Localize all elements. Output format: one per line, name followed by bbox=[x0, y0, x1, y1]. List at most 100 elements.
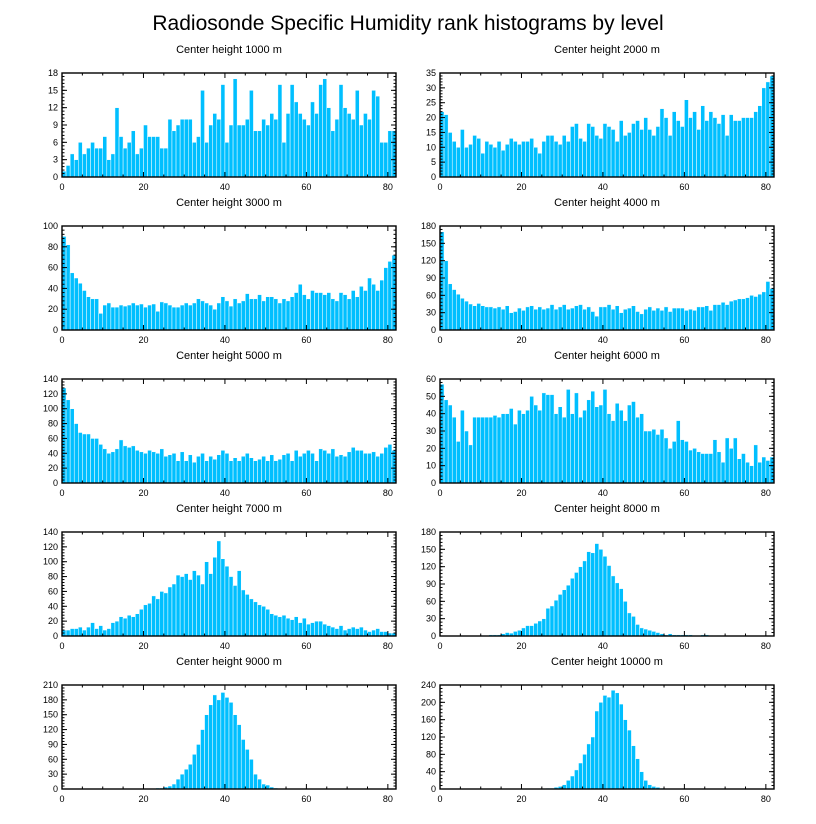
histogram-bar bbox=[277, 458, 283, 484]
panel-title: Center height 7000 m bbox=[176, 503, 282, 515]
histogram-bar bbox=[488, 144, 494, 178]
histogram-bar bbox=[232, 585, 238, 637]
histogram-bar bbox=[216, 302, 222, 331]
histogram-bar bbox=[651, 310, 657, 331]
histogram-bar bbox=[73, 159, 79, 178]
histogram-bar bbox=[326, 625, 332, 637]
histogram-bar bbox=[265, 124, 270, 178]
histogram-bar bbox=[289, 619, 295, 637]
histogram-bar bbox=[696, 129, 701, 178]
y-tick-label: 40 bbox=[426, 767, 436, 777]
histogram-bar bbox=[639, 129, 644, 178]
histogram-bar bbox=[130, 445, 136, 484]
histogram-bar bbox=[700, 306, 706, 331]
histogram-bar bbox=[188, 304, 193, 331]
y-tick-label: 50 bbox=[426, 391, 436, 401]
histogram-bar bbox=[541, 618, 547, 637]
histogram-bar bbox=[346, 628, 352, 637]
y-tick-label: 160 bbox=[421, 715, 436, 725]
histogram-bar bbox=[521, 141, 526, 178]
histogram-bar bbox=[338, 292, 344, 331]
histogram-bar bbox=[240, 589, 246, 637]
y-tick-label: 180 bbox=[421, 527, 436, 537]
y-tick-label: 120 bbox=[43, 389, 58, 399]
histogram-bar bbox=[447, 404, 453, 484]
histogram-bar bbox=[610, 308, 616, 331]
histogram-bar bbox=[696, 306, 701, 331]
histogram-bar bbox=[236, 460, 242, 484]
histogram-bar bbox=[289, 84, 295, 178]
histogram-bar bbox=[655, 307, 661, 331]
histogram-bar bbox=[387, 130, 393, 178]
histogram-bar bbox=[447, 283, 453, 331]
histogram-bar bbox=[69, 153, 75, 178]
histogram-bar bbox=[334, 628, 340, 637]
histogram-panel: Center height 7000 m 0 20 40 60 80 0 20 40 60 80 10… bbox=[43, 503, 397, 651]
histogram-bar bbox=[371, 283, 376, 331]
x-tick-label: 60 bbox=[679, 182, 689, 192]
histogram-bar bbox=[379, 453, 385, 484]
histogram-bar bbox=[240, 739, 246, 790]
y-tick-label: 30 bbox=[426, 308, 436, 318]
histogram-bar bbox=[443, 114, 449, 178]
histogram-bar bbox=[167, 304, 173, 331]
histogram-bar bbox=[167, 454, 173, 484]
histogram-bar bbox=[598, 306, 604, 331]
x-tick-label: 60 bbox=[301, 182, 311, 192]
y-tick-label: 60 bbox=[48, 263, 58, 273]
histogram-bar bbox=[529, 625, 534, 637]
y-tick-label: 0 bbox=[53, 478, 58, 488]
histogram-bar bbox=[590, 390, 596, 484]
histogram-bar bbox=[273, 118, 279, 178]
histogram-bar bbox=[594, 543, 600, 637]
histogram-bar bbox=[623, 420, 628, 484]
histogram-bar bbox=[574, 572, 579, 637]
histogram-bar bbox=[741, 117, 746, 178]
histogram-bar bbox=[602, 695, 608, 790]
histogram-bar bbox=[529, 396, 534, 484]
histogram-bar bbox=[86, 626, 91, 637]
histogram-bar bbox=[175, 306, 181, 331]
histogram-bar bbox=[647, 129, 653, 178]
histogram-bar bbox=[200, 300, 205, 331]
histogram-panel: Center height 4000 m 0 20 40 60 80 0 30 60 90 120 1… bbox=[421, 197, 775, 345]
histogram-bar bbox=[704, 305, 710, 331]
histogram-bar bbox=[708, 310, 714, 331]
histogram-bar bbox=[745, 297, 750, 331]
histogram-bar bbox=[122, 445, 128, 484]
histogram-bar bbox=[635, 311, 640, 331]
histogram-bar bbox=[618, 120, 624, 178]
y-tick-label: 20 bbox=[48, 463, 58, 473]
histogram-bar bbox=[350, 626, 356, 637]
histogram-bar bbox=[614, 692, 620, 790]
histogram-bar bbox=[594, 710, 600, 790]
histogram-bar bbox=[549, 135, 555, 178]
histogram-bar bbox=[488, 416, 494, 484]
histogram-bar bbox=[228, 702, 234, 790]
y-tick-label: 30 bbox=[426, 83, 436, 93]
histogram-bar bbox=[533, 147, 539, 178]
histogram-bar bbox=[663, 306, 669, 331]
plot-frame bbox=[61, 378, 397, 484]
histogram-bar bbox=[257, 294, 262, 331]
histogram-bar bbox=[110, 153, 116, 178]
histogram-bar bbox=[204, 460, 209, 484]
histogram-bar bbox=[696, 451, 701, 484]
x-tick-label: 0 bbox=[59, 641, 64, 651]
histogram-bar bbox=[200, 453, 205, 484]
y-tick-label: 0 bbox=[53, 784, 58, 794]
histogram-bar bbox=[712, 117, 718, 178]
y-tick-label: 100 bbox=[43, 221, 58, 231]
histogram-bar bbox=[330, 130, 336, 178]
histogram-bar bbox=[631, 123, 636, 178]
histogram-bar bbox=[220, 692, 226, 790]
histogram-bar bbox=[553, 141, 559, 178]
histogram-panel: Center height 3000 m 0 20 40 60 80 0 20 40 60 80 10… bbox=[43, 197, 397, 345]
histogram-bar bbox=[602, 306, 608, 331]
histogram-bar bbox=[216, 699, 222, 790]
histogram-bar bbox=[285, 300, 291, 331]
histogram-bar bbox=[94, 147, 99, 178]
x-tick-label: 80 bbox=[383, 335, 393, 345]
histogram-bar bbox=[285, 113, 291, 178]
histogram-bar bbox=[675, 120, 681, 178]
